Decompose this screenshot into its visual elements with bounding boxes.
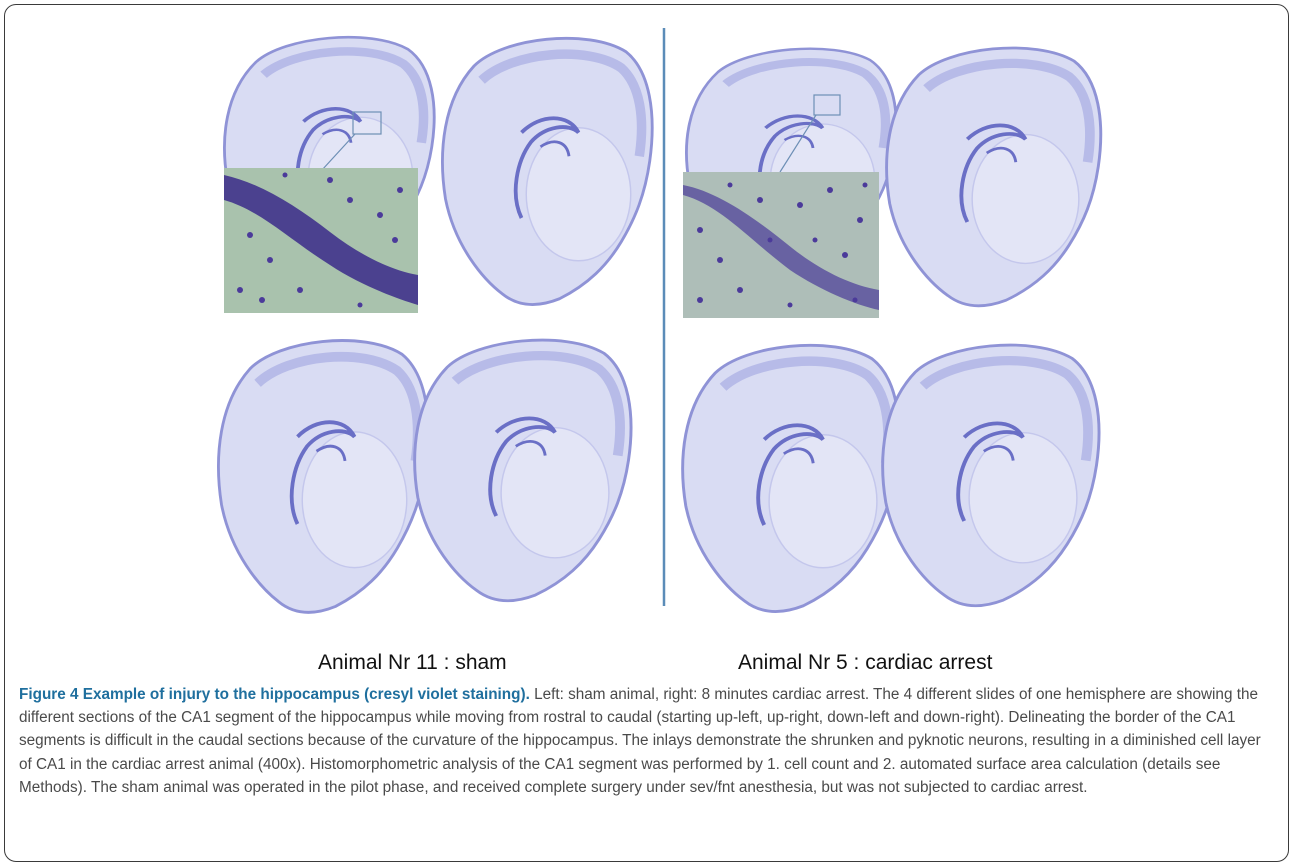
arrest-section-up-right: [887, 48, 1101, 306]
caption-body: Left: sham animal, right: 8 minutes card…: [19, 686, 1261, 796]
sham-zoom-box: [352, 111, 382, 135]
sham-zoom-line: [321, 133, 356, 171]
sham-inlay: [224, 168, 418, 313]
arrest-inlay: [683, 172, 879, 318]
sham-section-up-right: [442, 38, 652, 304]
caption-title: Figure 4 Example of injury to the hippoc…: [19, 686, 530, 703]
arrest-section-down-right: [883, 345, 1099, 606]
figure-image: [0, 28, 1293, 640]
figure-caption: Figure 4 Example of injury to the hippoc…: [19, 683, 1274, 799]
brain-sections-figure: [0, 28, 1293, 640]
sham-panel-label: Animal Nr 11 : sham: [318, 651, 507, 674]
arrest-panel-label: Animal Nr 5 : cardiac arrest: [738, 651, 993, 674]
arrest-section-down-left: [683, 345, 899, 611]
sham-section-down-left: [218, 341, 428, 613]
arrest-zoom-line: [779, 114, 817, 173]
arrest-zoom-box: [813, 94, 841, 116]
sham-section-down-right: [415, 340, 631, 601]
